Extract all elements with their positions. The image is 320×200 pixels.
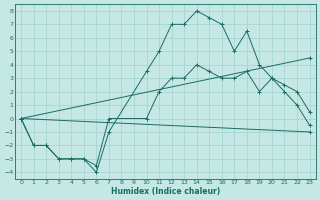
X-axis label: Humidex (Indice chaleur): Humidex (Indice chaleur) [111, 187, 220, 196]
